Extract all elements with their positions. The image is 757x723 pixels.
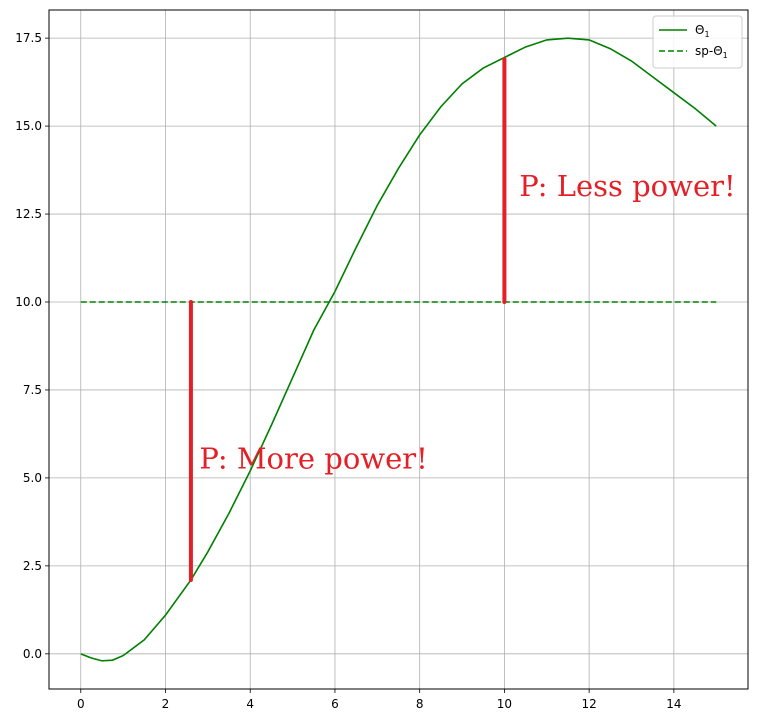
series-layer: [80, 37, 717, 662]
x-tick-label: 10: [497, 697, 512, 711]
x-tick-label: 4: [246, 697, 254, 711]
x-tick-label: 12: [581, 697, 596, 711]
x-tick-label: 2: [162, 697, 170, 711]
x-tick-label: 8: [416, 697, 424, 711]
x-tick-label: 0: [77, 697, 85, 711]
y-axis-ticks: 0.0 2.5 5.0 7.5 10.0 12.5 15.0 17.5: [15, 31, 49, 661]
y-tick-label: 7.5: [23, 383, 42, 397]
legend-box: [652, 15, 743, 69]
y-tick-label: 0.0: [23, 647, 42, 661]
error-bar-layer: [188, 57, 507, 582]
annotation-text: P: More power!: [199, 442, 427, 476]
annotation-text: P: Less power!: [519, 169, 735, 203]
x-tick-label: 6: [331, 697, 339, 711]
legend-label: Θ1: [695, 23, 710, 39]
legend-label-subscript: 1: [723, 51, 728, 60]
x-axis-ticks: 0 2 4 6 8 10 12 14: [77, 689, 682, 711]
y-tick-label: 17.5: [15, 31, 42, 45]
y-tick-label: 12.5: [15, 207, 42, 221]
legend-label: sp-Θ1: [695, 44, 728, 60]
annotation-layer: P: More power! P: Less power!: [199, 169, 735, 476]
legend-label-name: sp-Θ: [695, 44, 723, 58]
x-tick-label: 14: [666, 697, 681, 711]
y-tick-label: 15.0: [15, 119, 42, 133]
plot-frame: [48, 9, 749, 690]
legend-label-subscript: 1: [704, 30, 709, 39]
y-tick-label: 2.5: [23, 559, 42, 573]
series-line-theta: [80, 37, 717, 662]
y-tick-label: 10.0: [15, 295, 42, 309]
legend-label-name: Θ: [695, 23, 704, 37]
y-tick-label: 5.0: [23, 471, 42, 485]
